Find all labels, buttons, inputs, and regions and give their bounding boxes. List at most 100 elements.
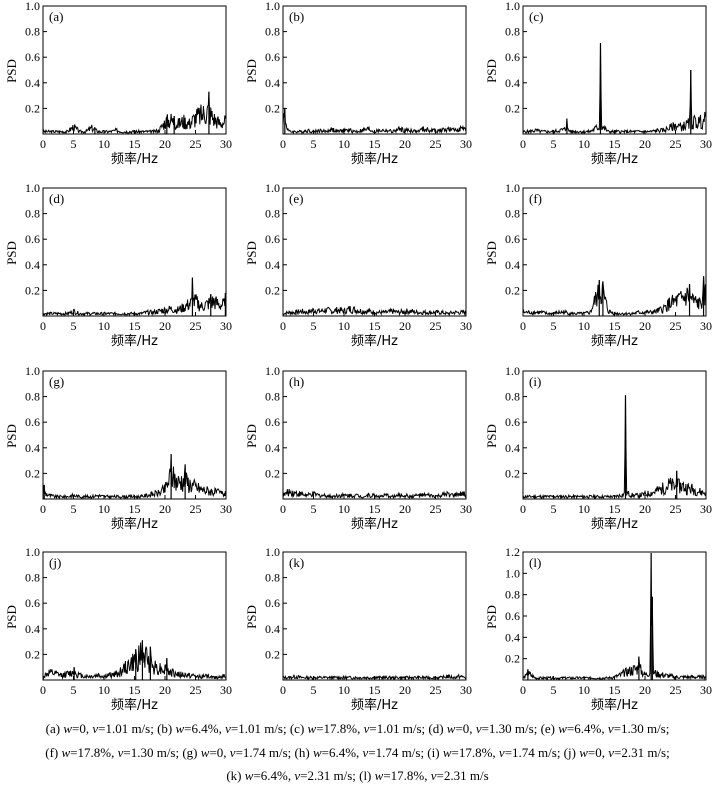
x-tick-label: 25	[190, 683, 202, 697]
y-tick-label: 0.2	[25, 283, 40, 297]
y-tick-label: 0.4	[505, 76, 520, 90]
x-axis-label: 频率/Hz	[591, 516, 638, 532]
x-tick-label: 10	[578, 683, 590, 697]
x-tick-label: 25	[190, 319, 202, 333]
caption-segment: w	[307, 721, 317, 736]
y-tick-label: 0.8	[505, 390, 520, 404]
caption-segment: =6.4%,	[566, 721, 608, 736]
chart-panel-i: 0 5 10 15 20 25 30 0.2 0.4 0.6 0.8 1.0 (i) 频率/Hz PSD	[484, 364, 712, 532]
panel-label: (l)	[529, 555, 541, 570]
chart-series-group	[42, 454, 227, 500]
panel-label: (j)	[49, 555, 61, 570]
psd-series-line	[522, 276, 707, 317]
y-axis-label: PSD	[484, 241, 499, 265]
caption-segment: w	[579, 744, 588, 760]
panel-label: (a)	[49, 9, 63, 24]
chart-panel-f: 0 5 10 15 20 25 30 0.2 0.4 0.6 0.8 1.0 (f) 频率/Hz PSD	[484, 181, 712, 349]
x-tick-label: 20	[639, 319, 651, 333]
y-tick-label: 0.6	[265, 596, 280, 610]
x-tick-label: 0	[280, 319, 286, 333]
x-tick-label: 15	[609, 319, 621, 333]
y-tick-label: 0.8	[265, 25, 280, 39]
x-tick-label: 10	[98, 319, 110, 333]
x-tick-label: 15	[609, 683, 621, 697]
y-axis-label: PSD	[4, 241, 19, 265]
y-tick-label: 0.6	[25, 50, 40, 64]
chart-series-group	[522, 276, 707, 317]
caption-segment: w	[446, 721, 456, 736]
caption-segment: =1.01 m/s; (d)	[369, 721, 447, 736]
y-axis-label: PSD	[4, 59, 19, 83]
caption-segment: =1.01 m/s; (c)	[230, 721, 308, 736]
caption-segment: w	[63, 721, 72, 736]
y-tick-label: 0.4	[505, 441, 520, 455]
y-axis-label: PSD	[484, 59, 499, 83]
chart-panel-k: 0 5 10 15 20 25 30 0.2 0.4 0.6 0.8 1.0 (k) 频率/Hz PSD	[244, 545, 472, 713]
x-tick-label: 15	[369, 137, 381, 151]
caption-segment: w	[200, 744, 210, 760]
x-tick-label: 10	[98, 137, 110, 151]
caption-segment: =1.30 m/s; (g)	[123, 744, 201, 760]
x-tick-label: 5	[311, 683, 317, 697]
chart-series-group	[522, 395, 707, 500]
caption-segment: =2.31 m/s;	[614, 744, 670, 760]
x-tick-label: 30	[220, 319, 232, 333]
y-tick-label: 0.6	[265, 232, 280, 246]
x-tick-label: 20	[159, 137, 171, 151]
psd-series-line	[522, 395, 707, 500]
x-tick-label: 5	[71, 502, 77, 516]
plot-frame	[282, 370, 467, 500]
x-tick-label: 0	[520, 137, 526, 151]
x-axis-label: 频率/Hz	[111, 151, 158, 167]
y-tick-label: 0.8	[25, 25, 40, 39]
y-tick-label: 0.4	[265, 441, 280, 455]
chart-series-group	[42, 91, 227, 135]
x-tick-label: 25	[430, 319, 442, 333]
y-tick-label: 0.2	[25, 101, 40, 115]
x-tick-label: 20	[399, 319, 411, 333]
x-axis-label: 频率/Hz	[111, 333, 158, 349]
x-axis-label: 频率/Hz	[591, 151, 638, 167]
caption-segment: v	[498, 744, 505, 760]
x-tick-label: 30	[220, 137, 232, 151]
caption-segment: w	[244, 768, 254, 783]
y-tick-label: 0.2	[265, 101, 280, 115]
x-tick-label: 30	[460, 502, 472, 516]
y-axis-label: PSD	[244, 605, 259, 629]
y-axis-label: PSD	[244, 241, 259, 265]
y-tick-label: 0.2	[505, 101, 520, 115]
plot-frame	[522, 551, 707, 681]
y-tick-label: 0.2	[25, 466, 40, 480]
x-tick-label: 0	[280, 137, 286, 151]
x-tick-label: 30	[220, 502, 232, 516]
x-tick-label: 10	[338, 319, 350, 333]
y-tick-label: 0.2	[505, 652, 520, 666]
y-tick-label: 0.8	[265, 207, 280, 221]
chart-panel-e: 0 5 10 15 20 25 30 0.2 0.4 0.6 0.8 1.0 (e) 频率/Hz PSD	[244, 181, 472, 349]
x-tick-label: 20	[639, 683, 651, 697]
y-tick-label: 1.2	[505, 545, 520, 559]
caption-segment: =6.4%,	[253, 768, 295, 783]
y-axis-label: PSD	[244, 424, 259, 448]
chart-panel-c: 0 5 10 15 20 25 30 0.2 0.4 0.6 0.8 1.0 (c) 频率/Hz PSD	[484, 0, 712, 167]
caption-segment: =0,	[71, 721, 93, 736]
figure-caption: (a) w=0, v=1.01 m/s; (b) w=6.4%, v=1.01 …	[0, 717, 715, 788]
y-tick-label: 0.6	[265, 415, 280, 429]
x-tick-label: 10	[578, 502, 590, 516]
x-tick-label: 25	[670, 137, 682, 151]
psd-series-line	[522, 553, 707, 681]
x-tick-label: 10	[578, 137, 590, 151]
x-axis-label: 频率/Hz	[351, 333, 398, 349]
x-tick-label: 25	[670, 502, 682, 516]
x-tick-label: 20	[639, 137, 651, 151]
psd-charts-svg: 0 5 10 15 20 25 30 0.2 0.4 0.6 0.8 1.0 (a) 频率/Hz PSD 0 5…	[4, 0, 712, 713]
chart-panel-j: 0 5 10 15 20 25 30 0.2 0.4 0.6 0.8 1.0 (j) 频率/Hz PSD	[4, 545, 232, 713]
y-tick-label: 1.0	[505, 0, 520, 13]
y-tick-label: 0.6	[505, 609, 520, 623]
x-axis-label: 频率/Hz	[111, 697, 158, 713]
x-tick-label: 0	[280, 502, 286, 516]
x-tick-label: 10	[338, 683, 350, 697]
panel-label: (e)	[289, 191, 303, 206]
y-tick-label: 0.4	[25, 76, 40, 90]
chart-panel-l: 0 5 10 15 20 25 30 0.2 0.4 0.6 0.8 1.0 1.2 (l) 频率/Hz PS…	[484, 545, 712, 713]
